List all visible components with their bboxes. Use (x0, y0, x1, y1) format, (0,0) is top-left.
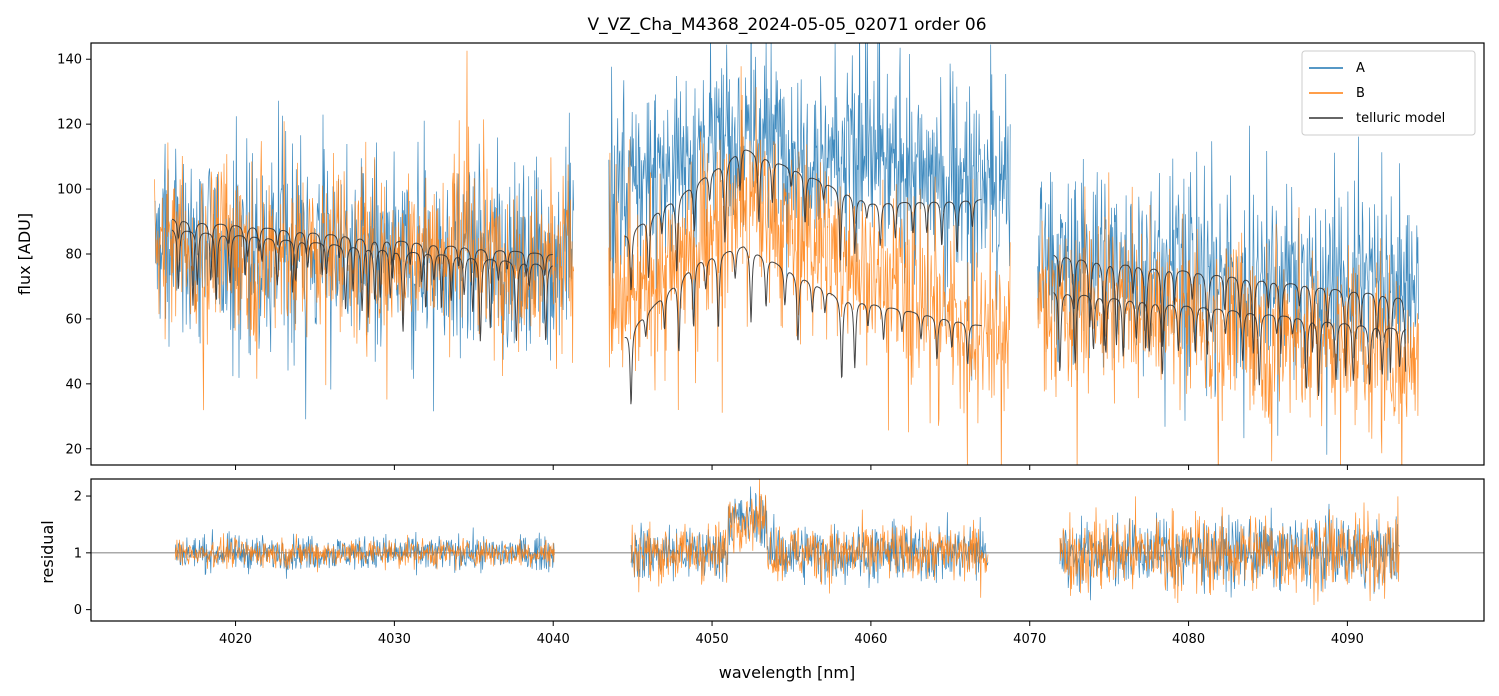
legend-box (1301, 50, 1476, 136)
bottom-y-axis-label: residual (38, 520, 57, 583)
x-tick-label: 4060 (854, 632, 887, 647)
x-tick-label: 4050 (696, 632, 729, 647)
x-tick-label: 4070 (1013, 632, 1046, 647)
top-y-tick-label: 120 (57, 118, 82, 133)
residual-plot-data (91, 479, 1484, 606)
top-axes: 20 40 60 80 100 120 140 (57, 53, 1348, 470)
legend: A B telluric model (1301, 50, 1476, 136)
series-b-segment-1 (608, 66, 1011, 465)
top-y-tick-label: 140 (57, 53, 82, 68)
x-axis-label: wavelength [nm] (719, 663, 856, 682)
telluric-model-curve-3 (624, 246, 982, 405)
top-y-tick-label: 100 (57, 183, 82, 198)
bottom-y-tick-label: 2 (74, 490, 82, 505)
top-y-tick-label: 20 (65, 442, 82, 457)
legend-label-b: B (1356, 86, 1365, 101)
x-tick-label: 4020 (219, 632, 252, 647)
x-tick-label: 4030 (378, 632, 411, 647)
top-plot-data (154, 43, 1419, 465)
series-b-segment-0 (154, 50, 575, 411)
chart-title: V_VZ_Cha_M4368_2024-05-05_02071 order 06 (587, 15, 986, 35)
residual-b-segment-1 (630, 479, 989, 598)
top-y-axis-label: flux [ADU] (15, 213, 34, 295)
residual-b-segment-0 (174, 533, 555, 573)
telluric-model-curve-0 (171, 218, 553, 329)
top-y-tick-label: 40 (65, 377, 82, 392)
bottom-y-tick-label: 0 (74, 603, 82, 618)
bottom-axes-frame (90, 478, 1485, 622)
series-b-segment-2 (1037, 172, 1419, 465)
legend-label-a: A (1356, 61, 1365, 76)
x-tick-label: 4090 (1331, 632, 1364, 647)
top-y-tick-label: 80 (65, 248, 82, 263)
bottom-y-tick-label: 1 (74, 546, 82, 561)
telluric-model-curve-5 (1053, 292, 1406, 397)
residual-b-segment-2 (1059, 496, 1400, 606)
telluric-model-curve-1 (171, 229, 553, 342)
x-tick-label: 4080 (1172, 632, 1205, 647)
top-y-tick-label: 60 (65, 312, 82, 327)
x-tick-label: 4040 (537, 632, 570, 647)
telluric-model-curve-4 (1053, 254, 1407, 377)
series-a-segment-1 (608, 43, 1011, 381)
bottom-axes: 0 1 2 4020 4030 4040 4050 4060 4070 4080 4090 (74, 490, 1364, 647)
legend-label-telluric: telluric model (1356, 111, 1445, 126)
telluric-model-curve-2 (624, 149, 982, 291)
